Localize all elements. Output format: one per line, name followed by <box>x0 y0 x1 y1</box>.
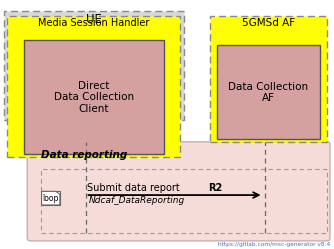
Text: Data Collection
AF: Data Collection AF <box>228 81 309 103</box>
FancyBboxPatch shape <box>42 191 60 205</box>
Polygon shape <box>42 191 60 205</box>
FancyBboxPatch shape <box>4 11 184 120</box>
Text: Submit data report: Submit data report <box>87 183 183 192</box>
FancyBboxPatch shape <box>7 15 180 157</box>
Text: Data reporting: Data reporting <box>41 150 127 161</box>
Text: https://gitlab.com/msc-generator v8.4: https://gitlab.com/msc-generator v8.4 <box>218 242 330 247</box>
FancyBboxPatch shape <box>217 45 320 139</box>
Text: UE: UE <box>86 13 102 26</box>
Text: 5GMSd AF: 5GMSd AF <box>242 18 295 28</box>
Text: Media Session Handler: Media Session Handler <box>38 18 150 28</box>
Text: loop: loop <box>42 194 59 203</box>
FancyBboxPatch shape <box>27 142 330 241</box>
Text: Direct
Data Collection
Client: Direct Data Collection Client <box>54 81 134 114</box>
Text: R2: R2 <box>208 183 223 192</box>
FancyBboxPatch shape <box>24 40 164 154</box>
Text: Ndcaf_DataReporting: Ndcaf_DataReporting <box>89 196 185 205</box>
FancyBboxPatch shape <box>210 15 327 142</box>
